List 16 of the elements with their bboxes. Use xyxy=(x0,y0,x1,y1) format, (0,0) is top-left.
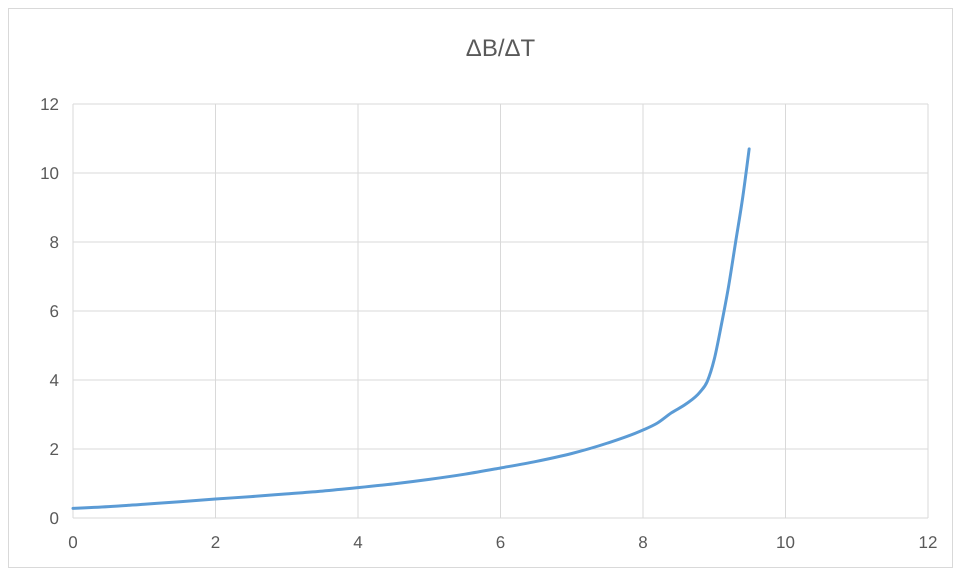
x-tick-label: 12 xyxy=(918,533,938,552)
y-tick-label: 6 xyxy=(50,302,59,321)
y-tick-label: 8 xyxy=(50,232,59,252)
y-tick-label: 0 xyxy=(50,508,59,528)
x-tick-label: 6 xyxy=(496,533,506,552)
x-tick-label: 4 xyxy=(353,533,363,552)
y-tick-label: 4 xyxy=(50,370,59,390)
line-series xyxy=(72,147,751,510)
x-tick-label: 8 xyxy=(638,533,648,552)
x-tick-label: 0 xyxy=(68,533,78,552)
y-tick-label: 12 xyxy=(40,94,59,114)
y-tick-label: 10 xyxy=(40,164,59,183)
y-tick-label: 2 xyxy=(50,440,59,459)
x-tick-label: 10 xyxy=(776,533,795,552)
chart-title: ΔB/ΔT xyxy=(466,35,536,62)
x-tick-label: 2 xyxy=(210,533,220,552)
